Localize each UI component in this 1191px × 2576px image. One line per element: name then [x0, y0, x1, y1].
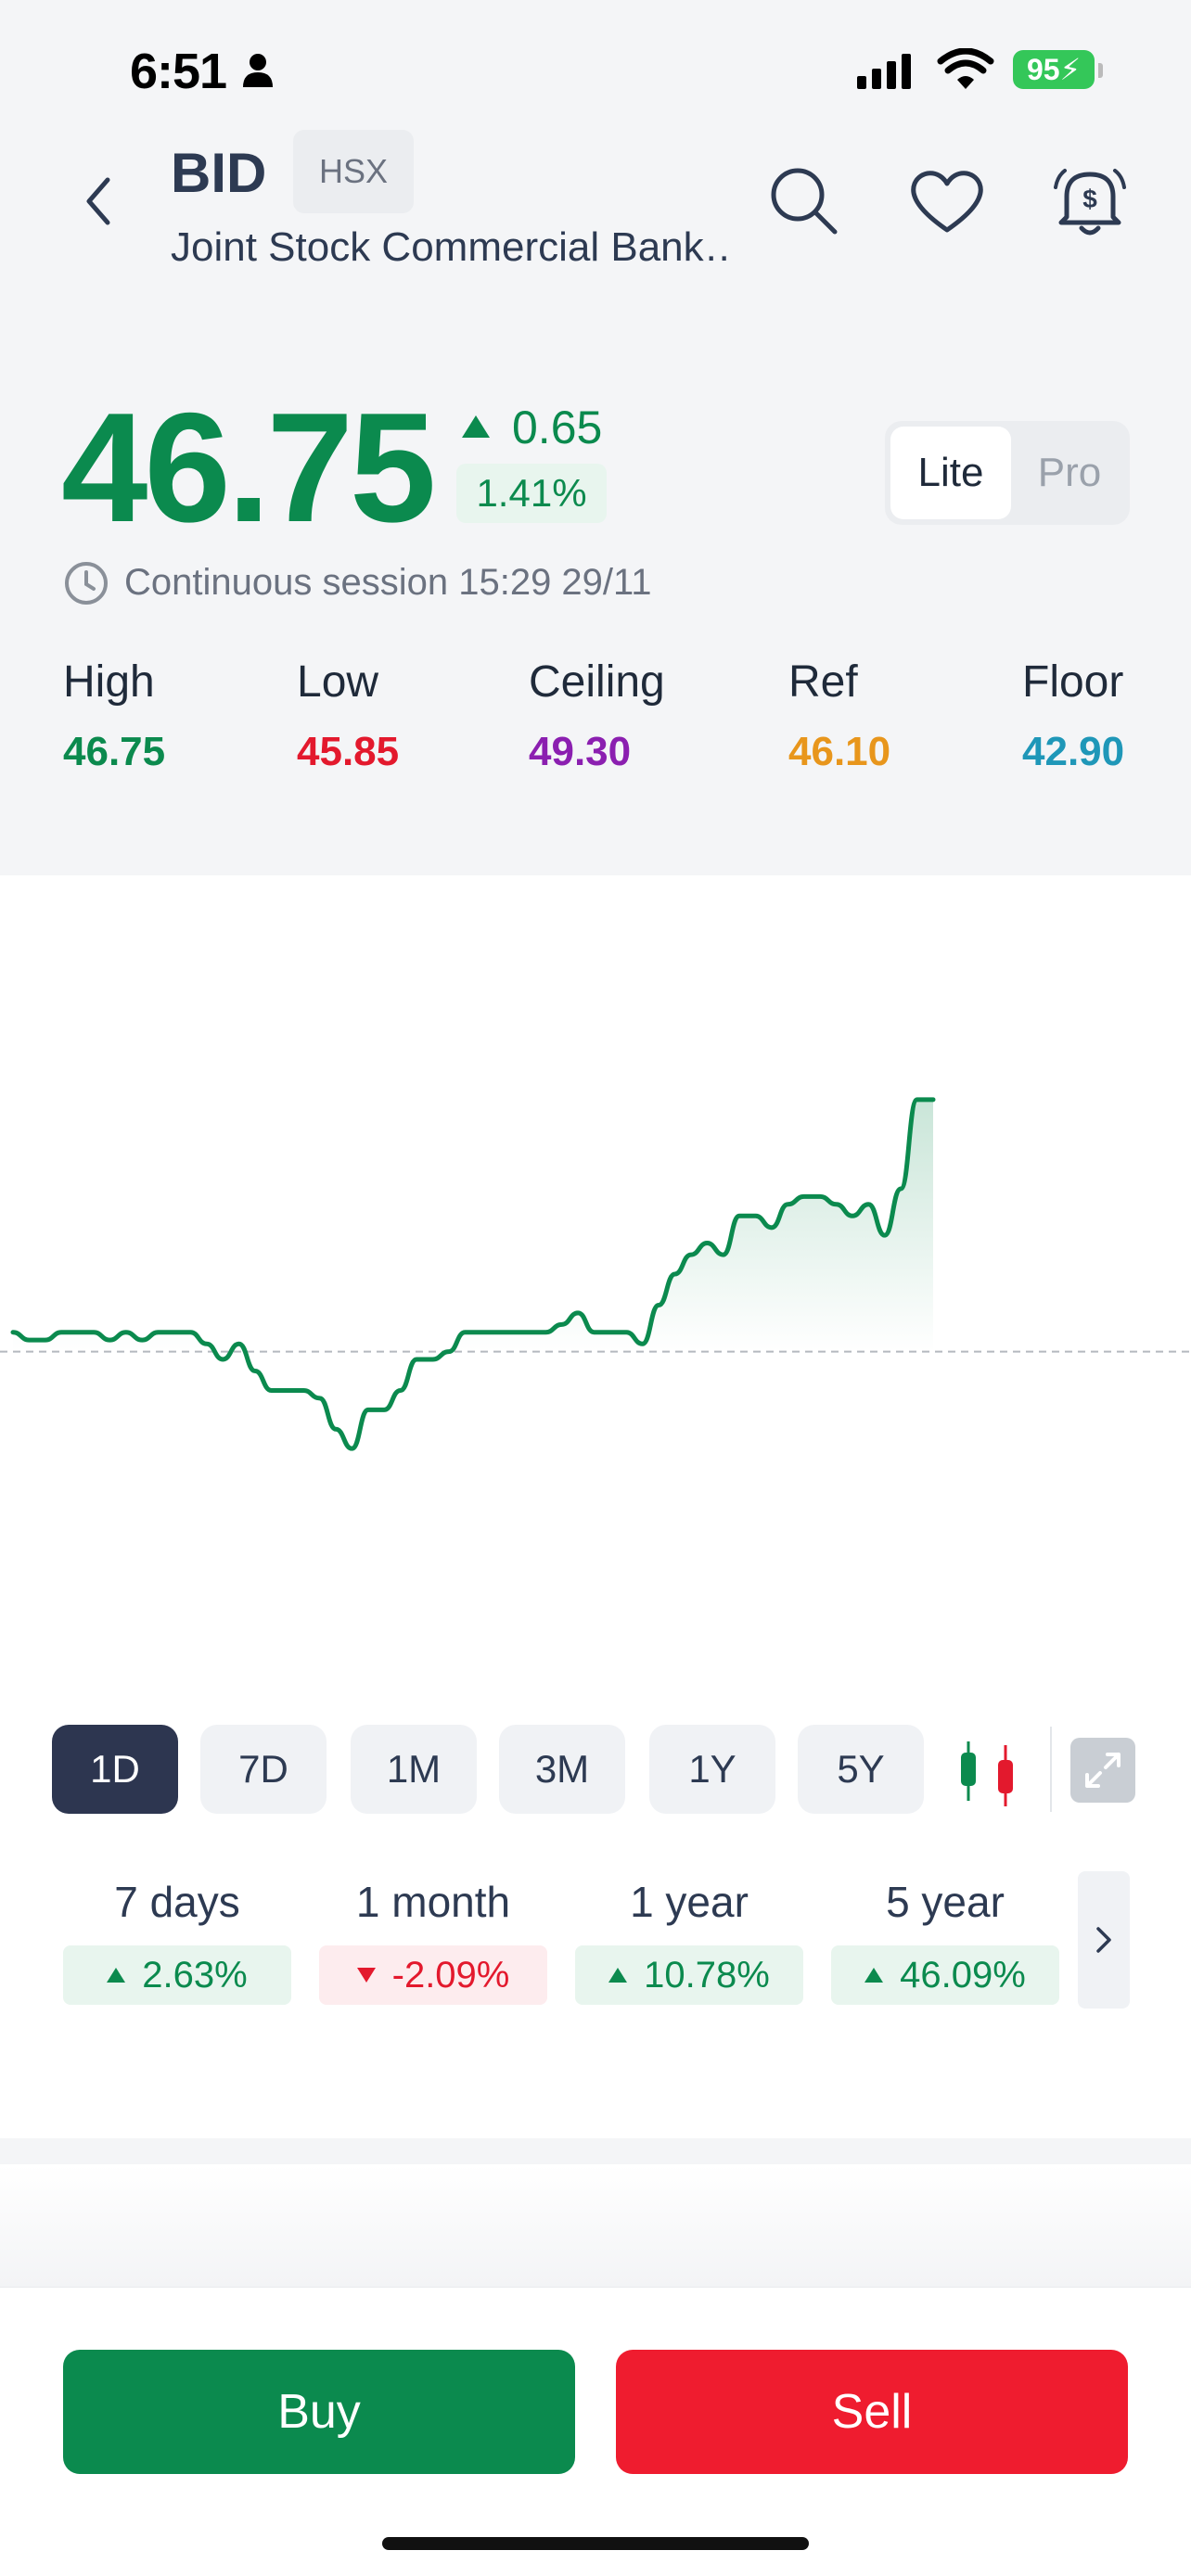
exchange-badge: HSX: [293, 130, 414, 213]
company-name: Joint Stock Commercial Bank…: [171, 224, 727, 270]
stat-value-floor: 42.90: [1022, 729, 1125, 774]
stat-value-low: 45.85: [297, 729, 400, 774]
buy-button[interactable]: Buy: [63, 2350, 575, 2474]
perf-value-7d: 2.63%: [63, 1945, 291, 2005]
stat-label-ref: Ref: [788, 657, 858, 707]
perf-label-1m: 1 month: [355, 1878, 511, 1926]
svg-text:$: $: [1082, 185, 1097, 213]
ticker-symbol: BID: [171, 142, 267, 204]
sell-button[interactable]: Sell: [616, 2350, 1128, 2474]
price-area-fill: [13, 1099, 933, 1352]
chevron-right-icon: [1096, 1927, 1111, 1953]
change-up-arrow-icon: [462, 415, 490, 438]
view-mode-toggle: Lite Pro: [885, 421, 1130, 525]
range-tab-1m[interactable]: 1M: [351, 1725, 477, 1814]
clock-icon: [65, 562, 108, 605]
stat-value-ref: 46.10: [788, 729, 891, 774]
range-tab-5y[interactable]: 5Y: [798, 1725, 924, 1814]
wifi-icon: [937, 48, 994, 89]
price-change-percent: 1.41%: [456, 464, 607, 523]
stat-value-high: 46.75: [63, 729, 166, 774]
up-arrow-icon: [107, 1968, 126, 1983]
stat-label-ceiling: Ceiling: [529, 657, 665, 707]
range-tab-1d[interactable]: 1D: [52, 1725, 178, 1814]
person-icon: [243, 54, 273, 87]
up-arrow-icon: [864, 1968, 884, 1983]
intraday-price-chart[interactable]: [0, 875, 1191, 1664]
price-alert-bell-icon[interactable]: $: [1048, 159, 1132, 243]
perf-value-1m: -2.09%: [319, 1945, 547, 2005]
range-tab-3m[interactable]: 3M: [499, 1725, 625, 1814]
heart-icon[interactable]: [905, 159, 989, 243]
price-series-line: [10, 1097, 936, 1451]
range-tab-1y[interactable]: 1Y: [649, 1725, 775, 1814]
candlestick-icon[interactable]: [952, 1736, 1026, 1810]
stat-label-floor: Floor: [1022, 657, 1124, 707]
section-divider: [0, 2138, 1191, 2164]
stat-label-low: Low: [297, 657, 379, 707]
lite-mode-button[interactable]: Lite: [890, 427, 1011, 519]
perf-label-1y: 1 year: [630, 1878, 749, 1926]
range-tab-7d[interactable]: 7D: [200, 1725, 327, 1814]
status-time: 6:51: [130, 44, 227, 99]
search-icon[interactable]: [762, 159, 846, 243]
expand-icon[interactable]: [1070, 1738, 1135, 1803]
signal-icon: [857, 54, 911, 89]
back-icon[interactable]: [76, 169, 122, 234]
home-indicator: [382, 2537, 809, 2550]
up-arrow-icon: [608, 1968, 628, 1983]
battery-indicator: 95 ⚡: [1013, 50, 1095, 89]
current-price: 46.75: [61, 380, 436, 555]
toolbar-divider: [1050, 1727, 1052, 1812]
battery-cap: [1098, 63, 1103, 78]
price-change: 0.65: [512, 402, 603, 453]
scroll-fade: [0, 2164, 1191, 2287]
perf-value-1y: 10.78%: [575, 1945, 803, 2005]
down-arrow-icon: [356, 1968, 376, 1983]
session-status: Continuous session 15:29 29/11: [124, 562, 652, 603]
stat-label-high: High: [63, 657, 155, 707]
pro-mode-button[interactable]: Pro: [1037, 450, 1102, 495]
performance-next-button[interactable]: [1078, 1871, 1130, 2009]
stat-value-ceiling: 49.30: [529, 729, 632, 774]
perf-value-5y: 46.09%: [831, 1945, 1059, 2005]
perf-label-7d: 7 days: [114, 1878, 240, 1926]
perf-label-5y: 5 year: [886, 1878, 1005, 1926]
